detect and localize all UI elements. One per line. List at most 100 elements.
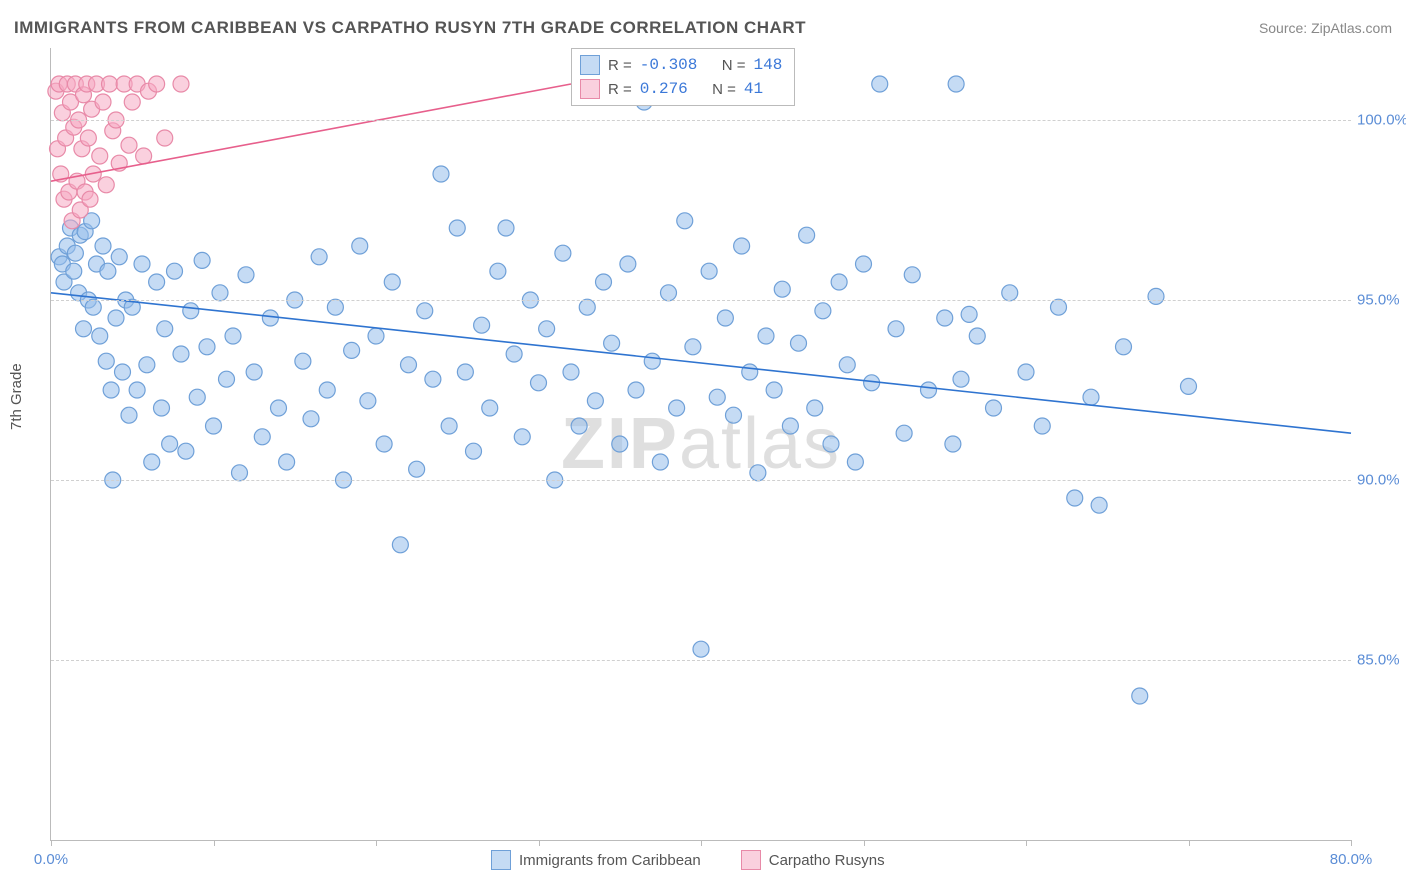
scatter-point xyxy=(750,465,766,481)
x-tick-mark xyxy=(1351,840,1352,846)
scatter-point xyxy=(384,274,400,290)
x-tick-label: 80.0% xyxy=(1330,851,1373,868)
scatter-point xyxy=(579,299,595,315)
scatter-point xyxy=(604,335,620,351)
scatter-point xyxy=(225,328,241,344)
scatter-point xyxy=(433,166,449,182)
scatter-point xyxy=(108,310,124,326)
scatter-point xyxy=(95,238,111,254)
scatter-point xyxy=(271,400,287,416)
plot-area: ZIPatlas R =-0.308 N =148R = 0.276 N = 4… xyxy=(50,48,1351,841)
scatter-point xyxy=(1148,288,1164,304)
scatter-point xyxy=(401,357,417,373)
y-axis-label: 7th Grade xyxy=(8,363,25,430)
scatter-point xyxy=(129,382,145,398)
scatter-point xyxy=(262,310,278,326)
scatter-point xyxy=(173,346,189,362)
scatter-point xyxy=(856,256,872,272)
scatter-point xyxy=(246,364,262,380)
scatter-point xyxy=(111,249,127,265)
scatter-point xyxy=(1181,378,1197,394)
scatter-point xyxy=(194,252,210,268)
scatter-point xyxy=(937,310,953,326)
scatter-point xyxy=(303,411,319,427)
scatter-point xyxy=(709,389,725,405)
scatter-point xyxy=(685,339,701,355)
scatter-point xyxy=(232,465,248,481)
scatter-point xyxy=(102,76,118,92)
legend-n-label: N = xyxy=(722,57,746,74)
legend-correlation: R =-0.308 N =148R = 0.276 N = 41 xyxy=(571,48,795,106)
scatter-point xyxy=(596,274,612,290)
legend-series-label: Immigrants from Caribbean xyxy=(519,852,701,869)
scatter-point xyxy=(1083,389,1099,405)
scatter-point xyxy=(628,382,644,398)
scatter-point xyxy=(115,364,131,380)
source-label: Source: ZipAtlas.com xyxy=(1259,20,1392,36)
scatter-point xyxy=(80,130,96,146)
scatter-point xyxy=(157,130,173,146)
legend-r-label: R = xyxy=(608,81,632,98)
scatter-point xyxy=(1034,418,1050,434)
legend-correlation-row: R = 0.276 N = 41 xyxy=(580,77,782,101)
legend-series: Immigrants from Caribbean Carpatho Rusyns xyxy=(491,850,885,870)
scatter-point xyxy=(167,263,183,279)
scatter-point xyxy=(734,238,750,254)
scatter-point xyxy=(847,454,863,470)
scatter-point xyxy=(555,245,571,261)
scatter-point xyxy=(82,191,98,207)
scatter-point xyxy=(888,321,904,337)
scatter-point xyxy=(823,436,839,452)
scatter-point xyxy=(1002,285,1018,301)
scatter-point xyxy=(425,371,441,387)
scatter-point xyxy=(279,454,295,470)
scatter-point xyxy=(766,382,782,398)
x-tick-mark xyxy=(51,840,52,846)
scatter-point xyxy=(612,436,628,452)
scatter-point xyxy=(134,256,150,272)
scatter-point xyxy=(791,335,807,351)
scatter-point xyxy=(360,393,376,409)
scatter-point xyxy=(149,274,165,290)
legend-r-value: 0.276 xyxy=(640,80,688,98)
gridline-h xyxy=(51,660,1351,661)
y-tick-label: 85.0% xyxy=(1357,652,1406,669)
scatter-point xyxy=(136,148,152,164)
x-tick-mark xyxy=(214,840,215,846)
scatter-point xyxy=(95,94,111,110)
legend-series-label: Carpatho Rusyns xyxy=(769,852,885,869)
x-tick-mark xyxy=(1026,840,1027,846)
scatter-point xyxy=(986,400,1002,416)
scatter-point xyxy=(319,382,335,398)
scatter-point xyxy=(474,317,490,333)
scatter-point xyxy=(124,94,140,110)
scatter-point xyxy=(921,382,937,398)
legend-r-value: -0.308 xyxy=(640,56,698,74)
scatter-point xyxy=(121,407,137,423)
scatter-point xyxy=(799,227,815,243)
scatter-point xyxy=(92,148,108,164)
legend-series-item: Carpatho Rusyns xyxy=(741,850,885,870)
scatter-point xyxy=(948,76,964,92)
x-tick-mark xyxy=(376,840,377,846)
x-tick-mark xyxy=(1189,840,1190,846)
scatter-point xyxy=(807,400,823,416)
scatter-point xyxy=(717,310,733,326)
scatter-point xyxy=(872,76,888,92)
scatter-point xyxy=(199,339,215,355)
scatter-point xyxy=(661,285,677,301)
scatter-point xyxy=(742,364,758,380)
scatter-point xyxy=(726,407,742,423)
scatter-point xyxy=(238,267,254,283)
scatter-point xyxy=(587,393,603,409)
scatter-point xyxy=(409,461,425,477)
scatter-point xyxy=(392,537,408,553)
scatter-point xyxy=(449,220,465,236)
scatter-point xyxy=(677,213,693,229)
scatter-point xyxy=(66,263,82,279)
scatter-point xyxy=(206,418,222,434)
scatter-point xyxy=(162,436,178,452)
x-tick-label: 0.0% xyxy=(34,851,68,868)
scatter-point xyxy=(1132,688,1148,704)
scatter-point xyxy=(178,443,194,459)
